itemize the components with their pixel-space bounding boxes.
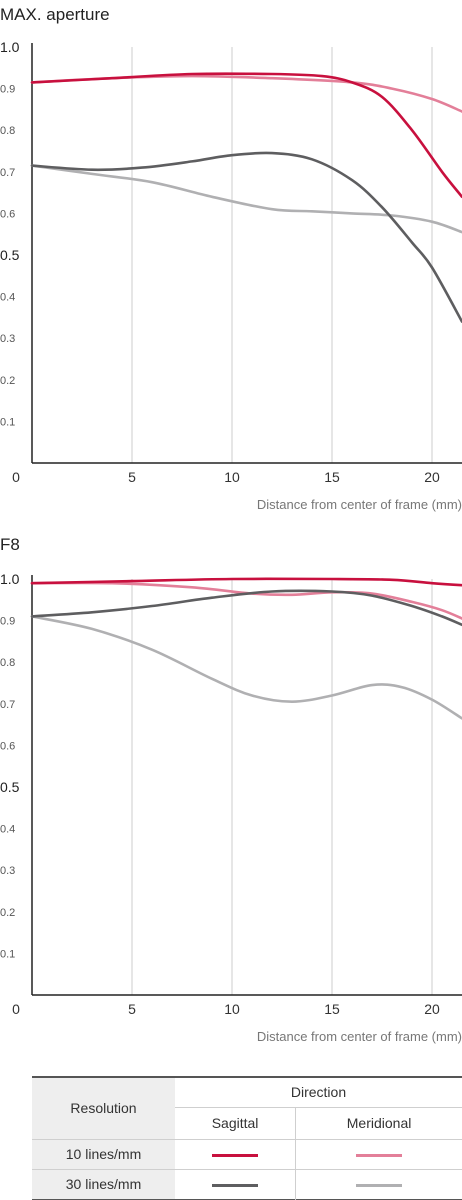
y-tick-label: 0.2 <box>0 907 15 919</box>
series-line-10-sagittal <box>30 577 462 587</box>
legend-direction-header: Direction <box>290 1084 347 1101</box>
legend-table: Resolution Direction Sagittal Meridional… <box>32 1076 462 1199</box>
x-tick-label: 5 <box>128 469 136 485</box>
x-axis-label: Distance from center of frame (mm) <box>257 497 462 512</box>
series-line-30-sagittal <box>30 589 462 627</box>
x-tick-label: 10 <box>224 1001 240 1017</box>
x-tick-label: 15 <box>324 469 340 485</box>
x-tick-label: 0 <box>12 1001 20 1017</box>
x-tick-label: 15 <box>324 1001 340 1017</box>
y-tick-label: 0.9 <box>0 616 15 628</box>
legend-swatch-10-meridional <box>356 1153 403 1157</box>
y-tick-label: 0.6 <box>0 740 15 752</box>
series-line-10-sagittal <box>30 72 462 199</box>
series-line-10-meridional <box>30 74 462 113</box>
mtf-chart-f8: 0.1 0.2 0.3 0.4 0.5 0.6 0.7 0.8 0.9 1.0 0 5 10 15 20 Di… <box>0 571 462 1044</box>
y-tick-label: 0.1 <box>0 416 15 428</box>
legend-row-label: 30 lines/mm <box>32 1169 175 1199</box>
y-tick-label: 0.6 <box>0 208 15 220</box>
legend-swatch-30-meridional <box>356 1183 403 1187</box>
x-axis-label: Distance from center of frame (mm) <box>257 1029 462 1044</box>
y-tick-label: 0.1 <box>0 948 15 960</box>
legend-row-label: 10 lines/mm <box>32 1139 175 1169</box>
y-tick-label: 0.5 <box>0 779 20 795</box>
x-tick-label: 20 <box>424 469 440 485</box>
y-tick-label: 0.3 <box>0 333 15 345</box>
legend-swatch-10-sagittal <box>212 1153 259 1157</box>
x-tick-label: 20 <box>424 1001 440 1017</box>
series-line-30-meridional <box>30 615 462 720</box>
legend-meridional-header: Meridional <box>295 1106 462 1139</box>
x-tick-label: 5 <box>128 1001 136 1017</box>
series-line-30-sagittal <box>30 151 462 323</box>
chart-title: F8 <box>0 535 20 554</box>
chart-title: MAX. aperture <box>0 5 110 24</box>
y-tick-label: 0.9 <box>0 84 15 96</box>
x-tick-label: 0 <box>12 469 20 485</box>
y-tick-label: 0.7 <box>0 699 15 711</box>
y-tick-label: 1.0 <box>0 39 20 55</box>
y-tick-label: 0.4 <box>0 824 15 836</box>
y-tick-label: 0.8 <box>0 125 15 137</box>
y-tick-label: 1.0 <box>0 571 20 587</box>
series-line-30-meridional <box>30 164 462 234</box>
mtf-chart-max-aperture: 0.1 0.2 0.3 0.4 0.5 0.6 0.7 0.8 0.9 1.0 0 5 10 15 20 Di… <box>0 39 462 512</box>
y-tick-label: 0.7 <box>0 167 15 179</box>
y-tick-label: 0.4 <box>0 292 15 304</box>
legend-sagittal-header: Sagittal <box>175 1106 297 1139</box>
x-tick-label: 10 <box>224 469 240 485</box>
y-tick-label: 0.3 <box>0 865 15 877</box>
y-tick-label: 0.5 <box>0 247 20 263</box>
legend-resolution-header: Resolution <box>32 1077 175 1139</box>
series-line-10-meridional <box>30 581 462 620</box>
y-tick-label: 0.8 <box>0 657 15 669</box>
legend-swatch-30-sagittal <box>212 1183 259 1187</box>
y-tick-label: 0.2 <box>0 375 15 387</box>
